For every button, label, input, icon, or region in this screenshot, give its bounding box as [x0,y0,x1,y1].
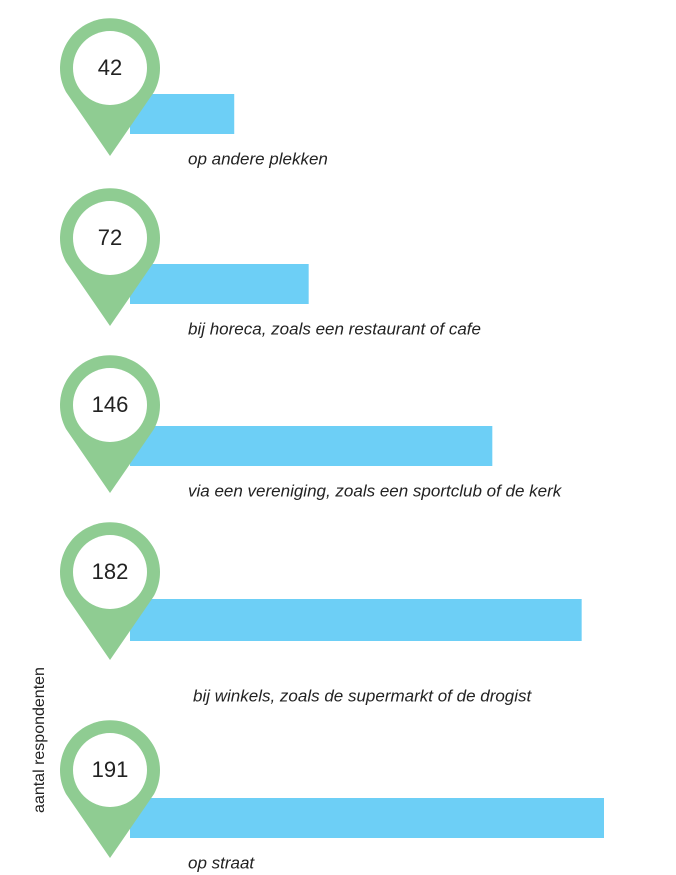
pin-hole [73,733,147,807]
pin-hole [73,31,147,105]
pin-hole [73,535,147,609]
category-label: op andere plekken [188,149,328,168]
axis-label: aantal respondenten [31,667,48,813]
bar [130,798,604,838]
value-label: 191 [92,757,129,782]
bar [130,264,309,304]
bar [130,426,493,466]
value-label: 72 [98,225,122,250]
category-label: bij horeca, zoals een restaurant of cafe [188,319,481,338]
pin-hole [73,368,147,442]
category-label: op straat [188,853,255,872]
value-label: 146 [92,392,129,417]
category-label: bij winkels, zoals de supermarkt of de d… [193,686,533,705]
pin-hole [73,201,147,275]
category-label: via een vereniging, zoals een sportclub … [188,481,563,500]
value-label: 182 [92,559,129,584]
value-label: 42 [98,55,122,80]
bar [130,599,582,641]
